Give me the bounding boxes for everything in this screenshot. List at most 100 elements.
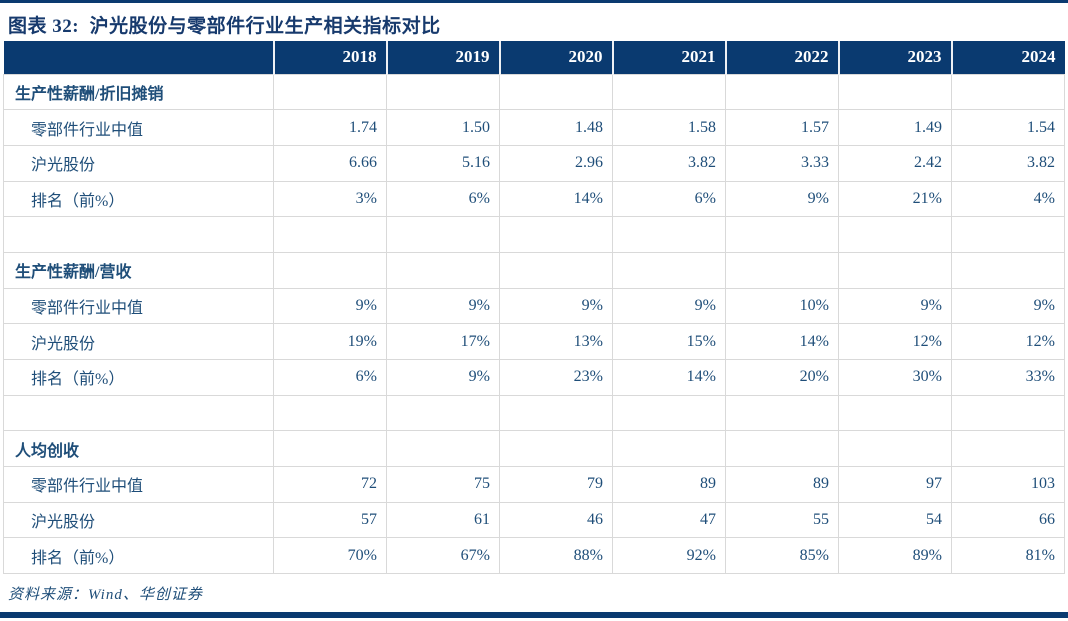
empty-cell [499, 394, 613, 432]
empty-cell [725, 430, 839, 468]
empty-cell [273, 430, 387, 468]
bottom-rule [0, 612, 1068, 618]
empty-cell [386, 430, 500, 468]
value-cell: 81% [951, 537, 1065, 575]
value-cell: 14% [612, 359, 726, 396]
year-column-header: 2021 [611, 41, 726, 74]
table-body: 生产性薪酬/折旧摊销 零部件行业中值 1.74 1.50 1.48 1.58 1.57 1.4… [3, 73, 1065, 575]
value-cell: 9% [725, 180, 839, 218]
value-cell: 1.54 [951, 109, 1065, 146]
value-cell: 88% [499, 537, 613, 575]
empty-cell [273, 216, 387, 253]
value-cell: 17% [386, 323, 500, 360]
value-cell: 9% [273, 287, 387, 325]
empty-cell [612, 430, 726, 468]
row-label: 排名（前%） [3, 359, 274, 396]
value-cell: 10% [725, 287, 839, 325]
value-cell: 54 [838, 501, 952, 539]
value-cell: 97 [838, 466, 952, 503]
table-row: 沪光股份 57 61 46 47 55 54 66 [3, 501, 1065, 539]
value-cell: 47 [612, 501, 726, 539]
table-row: 沪光股份 6.66 5.16 2.96 3.82 3.33 2.42 3.82 [3, 144, 1065, 182]
empty-cell [386, 216, 500, 253]
row-label: 零部件行业中值 [3, 466, 274, 503]
empty-cell [612, 251, 726, 289]
spacer-row [3, 216, 1065, 253]
value-cell: 3.33 [725, 144, 839, 182]
year-column-header: 2024 [950, 41, 1065, 74]
value-cell: 46 [499, 501, 613, 539]
empty-cell [386, 251, 500, 289]
value-cell: 9% [951, 287, 1065, 325]
value-cell: 14% [725, 323, 839, 360]
value-cell: 6% [612, 180, 726, 218]
empty-cell [386, 394, 500, 432]
value-cell: 15% [612, 323, 726, 360]
value-cell: 89 [725, 466, 839, 503]
year-column-header: 2020 [498, 41, 613, 74]
value-cell: 6% [273, 359, 387, 396]
value-cell: 85% [725, 537, 839, 575]
value-cell: 9% [386, 359, 500, 396]
empty-cell [838, 394, 952, 432]
empty-cell [838, 251, 952, 289]
empty-cell [838, 216, 952, 253]
section-header-label: 人均创收 [3, 430, 274, 468]
value-cell: 21% [838, 180, 952, 218]
table-row: 排名（前%） 70% 67% 88% 92% 85% 89% 81% [3, 537, 1065, 575]
value-cell: 19% [273, 323, 387, 360]
table-row: 零部件行业中值 72 75 79 89 89 97 103 [3, 466, 1065, 503]
value-cell: 67% [386, 537, 500, 575]
empty-cell [725, 216, 839, 253]
value-cell: 1.57 [725, 109, 839, 146]
empty-cell [951, 216, 1065, 253]
row-label: 沪光股份 [3, 501, 274, 539]
row-label: 沪光股份 [3, 323, 274, 360]
empty-cell [951, 394, 1065, 432]
section-header-label: 生产性薪酬/营收 [3, 251, 274, 289]
empty-cell [386, 73, 500, 111]
empty-cell [951, 73, 1065, 111]
value-cell: 13% [499, 323, 613, 360]
value-cell: 92% [612, 537, 726, 575]
value-cell: 103 [951, 466, 1065, 503]
empty-cell [838, 73, 952, 111]
row-label: 零部件行业中值 [3, 109, 274, 146]
table-row: 零部件行业中值 1.74 1.50 1.48 1.58 1.57 1.49 1.54 [3, 109, 1065, 146]
empty-cell [499, 430, 613, 468]
value-cell: 3% [273, 180, 387, 218]
value-cell: 3.82 [612, 144, 726, 182]
empty-cell [273, 73, 387, 111]
value-cell: 5.16 [386, 144, 500, 182]
empty-cell [951, 430, 1065, 468]
section-header-row: 生产性薪酬/营收 [3, 251, 1065, 289]
empty-cell [273, 251, 387, 289]
empty-cell [499, 251, 613, 289]
value-cell: 66 [951, 501, 1065, 539]
value-cell: 57 [273, 501, 387, 539]
value-cell: 2.42 [838, 144, 952, 182]
value-cell: 72 [273, 466, 387, 503]
value-cell: 89 [612, 466, 726, 503]
value-cell: 70% [273, 537, 387, 575]
spacer-row [3, 394, 1065, 432]
empty-cell [3, 216, 274, 253]
value-cell: 1.58 [612, 109, 726, 146]
value-cell: 1.48 [499, 109, 613, 146]
table-row: 沪光股份 19% 17% 13% 15% 14% 12% 12% [3, 323, 1065, 360]
row-label: 沪光股份 [3, 144, 274, 182]
value-cell: 2.96 [499, 144, 613, 182]
value-cell: 23% [499, 359, 613, 396]
value-cell: 6% [386, 180, 500, 218]
table-row: 零部件行业中值 9% 9% 9% 9% 10% 9% 9% [3, 287, 1065, 325]
top-rule [0, 0, 1068, 3]
indicator-comparison-table: 2018 2019 2020 2021 2022 2023 2024 生产性薪酬/折旧摊销零… [3, 41, 1065, 575]
empty-cell [499, 73, 613, 111]
table-row: 排名（前%） 3% 6% 14% 6% 9% 21% 4% [3, 180, 1065, 218]
corner-cell [3, 41, 274, 74]
empty-cell [725, 251, 839, 289]
row-label: 排名（前%） [3, 180, 274, 218]
empty-cell [838, 430, 952, 468]
value-cell: 4% [951, 180, 1065, 218]
